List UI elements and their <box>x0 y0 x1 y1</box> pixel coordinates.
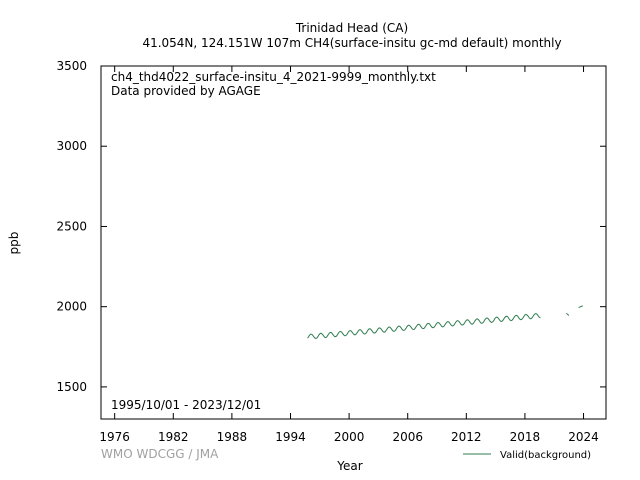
x-tick-label: 1994 <box>275 430 306 444</box>
series-group <box>307 305 583 340</box>
y-tick-label: 3000 <box>56 139 87 153</box>
x-tick-label: 2018 <box>510 430 541 444</box>
x-tick-label: 1982 <box>158 430 189 444</box>
watermark: WMO WDCGG / JMA <box>101 447 219 461</box>
x-tick-label: 2000 <box>334 430 365 444</box>
x-tick-label: 2024 <box>568 430 599 444</box>
series-line <box>566 313 570 316</box>
y-tick-label: 2000 <box>56 300 87 314</box>
x-tick-label: 1976 <box>99 430 130 444</box>
x-tick-label: 1988 <box>217 430 248 444</box>
series-line <box>578 305 583 308</box>
y-tick-label: 2500 <box>56 219 87 233</box>
date-range-label: 1995/10/01 - 2023/12/01 <box>111 398 261 412</box>
series-line <box>307 313 541 340</box>
y-tick-label: 3500 <box>56 59 87 73</box>
legend-label: Valid(background) <box>500 450 591 461</box>
y-axis-label: ppb <box>7 232 21 255</box>
file-label: ch4_thd4022_surface-insitu_4_2021-9999_m… <box>111 70 436 84</box>
provider-label: Data provided by AGAGE <box>111 84 261 98</box>
plot-frame <box>100 65 607 420</box>
legend: Valid(background) <box>463 450 591 461</box>
x-axis-label: Year <box>336 459 362 473</box>
x-tick-label: 2012 <box>451 430 482 444</box>
axis-ticks: 1976 1982 1988 1994 2000 2006 2012 2018 2024 1500… <box>56 59 606 444</box>
y-tick-label: 1500 <box>56 380 87 394</box>
x-tick-label: 2006 <box>392 430 423 444</box>
chart-subtitle: 41.054N, 124.151W 107m CH4(surface-insit… <box>142 36 561 50</box>
chart-title: Trinidad Head (CA) <box>295 21 408 35</box>
